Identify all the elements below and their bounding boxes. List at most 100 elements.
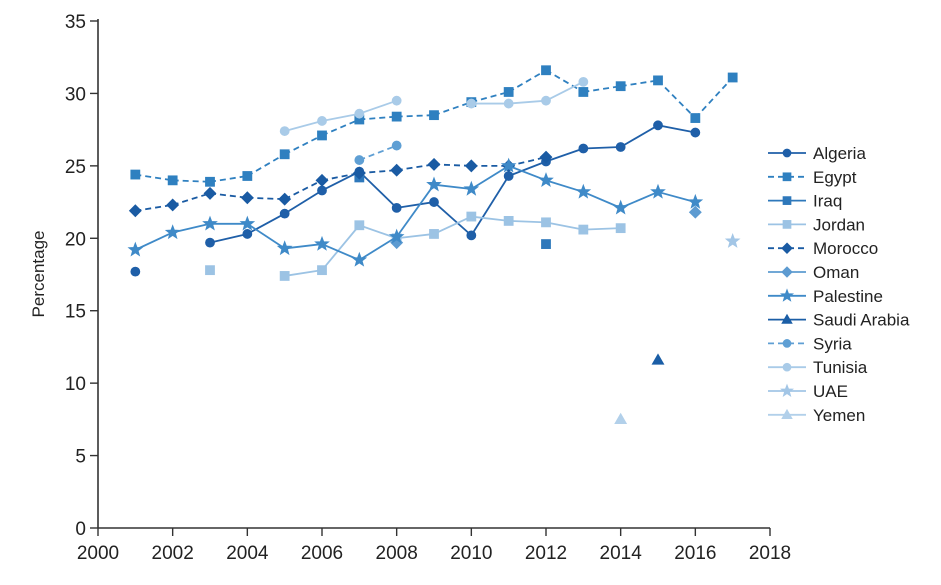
legend-label: Yemen — [813, 406, 865, 425]
data-point — [203, 186, 217, 200]
series-line-segment — [284, 134, 323, 156]
legend-item: Oman — [768, 263, 859, 282]
legend-marker — [782, 220, 792, 229]
y-tick-label: 25 — [65, 157, 86, 178]
data-point — [352, 166, 366, 180]
data-point — [314, 235, 330, 251]
data-point — [651, 353, 665, 365]
data-point — [541, 95, 551, 106]
series-line-segment — [545, 221, 584, 231]
series-uae — [724, 232, 741, 248]
series-line-segment — [209, 175, 248, 183]
series-line-segment — [620, 79, 659, 88]
series-line-segment — [620, 124, 659, 148]
data-point — [612, 199, 629, 215]
series-line-segment — [657, 79, 696, 119]
data-point — [317, 116, 327, 126]
data-point — [541, 65, 551, 76]
data-point — [130, 169, 141, 180]
series-line-segment — [433, 183, 472, 190]
legend-marker — [779, 288, 795, 302]
data-point — [690, 113, 701, 123]
legend-marker — [781, 313, 793, 324]
series-line-segment — [471, 215, 509, 222]
legend-marker — [781, 408, 793, 419]
series-line-segment — [470, 175, 510, 236]
y-tick-label: 15 — [65, 302, 86, 323]
legend-item: Saudi Arabia — [768, 311, 910, 330]
series-line-segment — [508, 156, 547, 167]
data-point — [205, 265, 215, 276]
legend-label: Oman — [813, 263, 859, 282]
series-line-segment — [359, 169, 397, 174]
series-line-segment — [508, 69, 547, 93]
data-point — [464, 159, 478, 173]
x-tick-label: 2002 — [152, 543, 194, 564]
series-line-segment — [321, 224, 361, 271]
legend-label: Algeria — [813, 144, 866, 163]
series-line-segment — [284, 120, 323, 132]
data-point — [503, 171, 514, 181]
data-point — [391, 111, 402, 122]
series-line-segment — [284, 269, 323, 277]
legend-marker — [782, 339, 792, 348]
x-tick-label: 2000 — [77, 543, 119, 564]
data-point — [724, 232, 741, 248]
data-point — [315, 173, 329, 187]
series-line-segment — [284, 179, 323, 200]
series-line-segment — [172, 192, 211, 206]
legend-item: Egypt — [768, 168, 857, 187]
data-point — [466, 211, 477, 222]
series-line-segment — [396, 163, 435, 172]
data-point — [727, 72, 738, 83]
data-point — [578, 76, 589, 87]
data-point — [130, 266, 141, 277]
x-tick-label: 2012 — [525, 543, 567, 564]
data-point — [653, 75, 663, 86]
data-point — [653, 120, 663, 131]
y-tick-label: 0 — [75, 519, 86, 540]
data-point — [279, 208, 290, 219]
series-line-segment — [246, 212, 286, 235]
series-line-segment — [433, 215, 472, 235]
data-point — [279, 126, 290, 136]
series-line-segment — [321, 243, 360, 261]
data-point — [240, 191, 254, 205]
series-line-segment — [694, 76, 734, 119]
legend-item: Algeria — [768, 144, 866, 163]
data-point — [429, 229, 439, 239]
data-point — [242, 171, 253, 181]
data-point — [276, 240, 293, 256]
series-line-segment — [396, 233, 435, 240]
series-line-segment — [359, 99, 397, 115]
legend-label: Palestine — [813, 287, 883, 306]
data-point — [388, 228, 405, 244]
series-line-segment — [321, 172, 360, 182]
series-line-segment — [545, 81, 584, 102]
data-point — [687, 193, 704, 209]
series-line-segment — [508, 160, 547, 177]
data-point — [317, 130, 327, 141]
series-saudi-arabia — [651, 353, 665, 365]
data-point — [391, 95, 402, 106]
series-line-segment — [321, 118, 360, 137]
x-tick-label: 2010 — [450, 543, 492, 564]
legend-item: Tunisia — [768, 358, 868, 377]
series-line-segment — [583, 85, 621, 93]
series-line-segment — [583, 227, 621, 231]
data-point — [317, 265, 327, 276]
legend-item: UAE — [768, 382, 848, 401]
series-line-segment — [508, 220, 547, 224]
legend: Algeria Egypt Iraq Jordan Morocco Oman Palesti… — [768, 144, 910, 425]
data-point — [503, 87, 514, 97]
series-line-segment — [284, 189, 323, 215]
legend-item: Yemen — [768, 406, 865, 425]
series-line-segment — [396, 201, 435, 209]
legend-item: Syria — [768, 334, 852, 353]
x-tick-label: 2018 — [749, 543, 791, 564]
data-point — [539, 150, 553, 164]
data-point — [614, 412, 628, 425]
data-point — [205, 237, 215, 248]
series-line-segment — [321, 112, 360, 122]
